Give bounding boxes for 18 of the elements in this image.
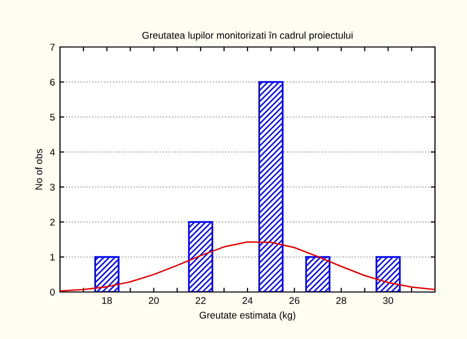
x-tick-label: 22 [196, 297, 206, 304]
y-axis-title: No of obs [35, 149, 42, 190]
y-tick-label: 4 [50, 148, 55, 156]
y-tick-label: 5 [50, 114, 55, 121]
x-tick-label: 30 [383, 297, 394, 304]
y-tick-label: 1 [50, 254, 55, 261]
y-tick-label: 6 [50, 78, 55, 86]
x-axis-title: Greutate estimata (kg) [200, 311, 296, 321]
x-tick-label: 18 [102, 297, 112, 304]
x-tick-label: 28 [336, 297, 346, 304]
y-tick-label: 0 [50, 288, 55, 296]
x-tick-label: 26 [289, 297, 300, 304]
x-tick-label: 24 [242, 297, 253, 304]
y-tick-label: 3 [50, 184, 55, 191]
y-tick-label: 2 [50, 218, 55, 226]
y-tick-label: 7 [50, 44, 55, 51]
chart-title: Greutatea lupilor monitorizati în cadrul proiectului [142, 32, 352, 41]
x-tick-label: 20 [148, 297, 159, 304]
